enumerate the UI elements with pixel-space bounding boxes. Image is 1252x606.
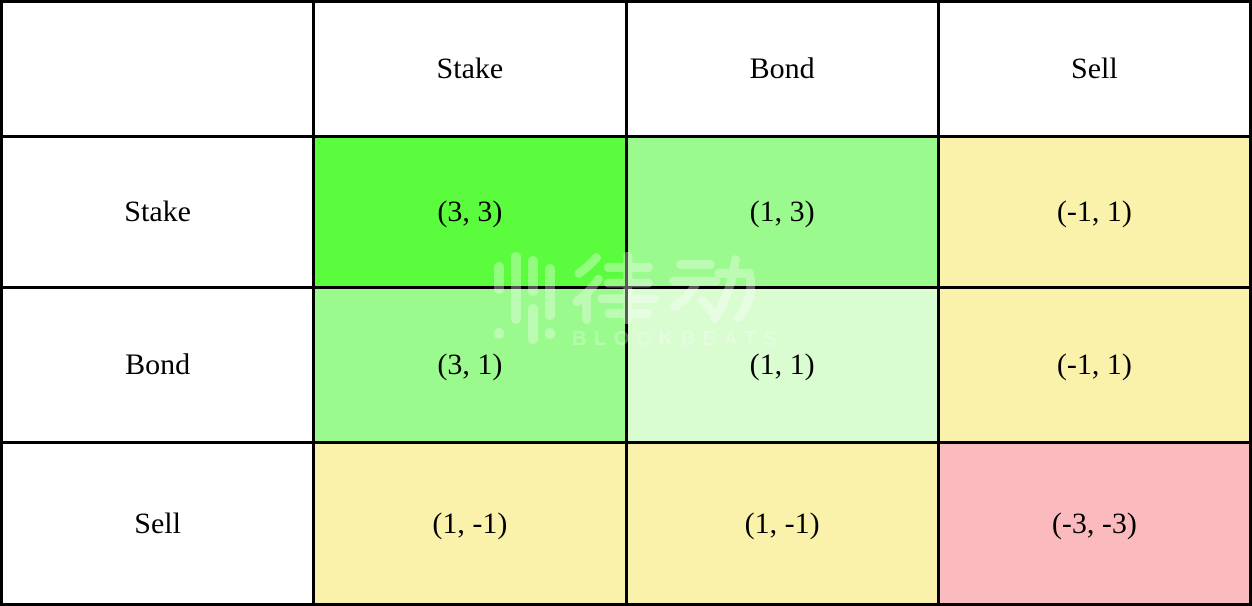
column-header-sell: Sell [936, 0, 1252, 138]
table-row-stake: Stake (3, 3) (1, 3) (-1, 1) [0, 134, 1252, 290]
payoff-cell-bond-stake: (3, 1) [312, 286, 628, 445]
payoff-cell-bond-sell: (-1, 1) [936, 286, 1252, 445]
header-row: Stake Bond Sell [0, 0, 1252, 138]
table-row-sell: Sell (1, -1) (1, -1) (-3, -3) [0, 441, 1252, 606]
payoff-cell-stake-sell: (-1, 1) [936, 134, 1252, 290]
table-row-bond: Bond (3, 1) (1, 1) (-1, 1) [0, 286, 1252, 445]
payoff-cell-stake-bond: (1, 3) [624, 134, 940, 290]
payoff-cell-sell-stake: (1, -1) [312, 441, 628, 606]
payoff-cell-sell-sell: (-3, -3) [936, 441, 1252, 606]
payoff-cell-bond-bond: (1, 1) [624, 286, 940, 445]
payoff-cell-sell-bond: (1, -1) [624, 441, 940, 606]
row-header-stake: Stake [0, 134, 316, 290]
column-header-stake: Stake [312, 0, 628, 138]
column-header-bond: Bond [624, 0, 940, 138]
row-header-sell: Sell [0, 441, 316, 606]
row-header-bond: Bond [0, 286, 316, 445]
corner-cell [0, 0, 316, 138]
payoff-cell-stake-stake: (3, 3) [312, 134, 628, 290]
